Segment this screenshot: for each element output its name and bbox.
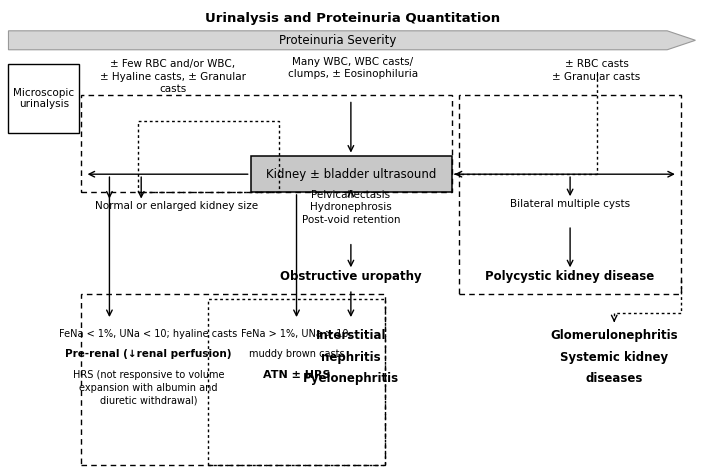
Text: HRS (not responsive to volume
expansion with albumin and
diuretic withdrawal): HRS (not responsive to volume expansion … — [73, 370, 224, 405]
Bar — [459, 95, 681, 294]
Bar — [208, 299, 385, 465]
Text: diseases: diseases — [585, 372, 643, 385]
Bar — [81, 95, 452, 192]
Text: Normal or enlarged kidney size: Normal or enlarged kidney size — [95, 201, 258, 211]
Polygon shape — [8, 31, 695, 50]
Bar — [81, 294, 385, 465]
Text: Pre-renal (↓renal perfusion): Pre-renal (↓renal perfusion) — [65, 349, 232, 359]
Text: nephritis: nephritis — [321, 351, 381, 364]
Text: ± Few RBC and/or WBC,
± Hyaline casts, ± Granular
casts: ± Few RBC and/or WBC, ± Hyaline casts, ±… — [100, 59, 246, 94]
Text: Proteinuria Severity: Proteinuria Severity — [279, 34, 397, 47]
Text: Microscopic
urinalysis: Microscopic urinalysis — [13, 88, 74, 109]
Text: Obstructive uropathy: Obstructive uropathy — [280, 270, 421, 283]
Text: Many WBC, WBC casts/
clumps, ± Eosinophiluria: Many WBC, WBC casts/ clumps, ± Eosinophi… — [288, 57, 418, 79]
Text: Bilateral multiple cysts: Bilateral multiple cysts — [510, 199, 630, 209]
Text: ± RBC casts
± Granular casts: ± RBC casts ± Granular casts — [552, 59, 641, 82]
Bar — [8, 64, 79, 133]
Bar — [251, 156, 452, 192]
Text: FeNa > 1%, UNa > 10,: FeNa > 1%, UNa > 10, — [241, 329, 352, 339]
Text: Systemic kidney: Systemic kidney — [560, 351, 669, 364]
Text: Glomerulonephritis: Glomerulonephritis — [551, 329, 678, 342]
Text: Polycystic kidney disease: Polycystic kidney disease — [486, 270, 654, 283]
Text: FeNa < 1%, UNa < 10; hyaline casts: FeNa < 1%, UNa < 10; hyaline casts — [59, 329, 237, 339]
Text: Interstitial: Interstitial — [316, 329, 386, 342]
Text: Urinalysis and Proteinuria Quantitation: Urinalysis and Proteinuria Quantitation — [205, 12, 501, 25]
Text: Kidney ± bladder ultrasound: Kidney ± bladder ultrasound — [266, 168, 436, 181]
Text: Pelvicaliectasis
Hydronephrosis
Post-void retention: Pelvicaliectasis Hydronephrosis Post-voi… — [301, 190, 400, 225]
Text: ATN ± HRS: ATN ± HRS — [263, 370, 330, 380]
Text: muddy brown casts: muddy brown casts — [249, 349, 345, 359]
Text: Pyelonephritis: Pyelonephritis — [303, 372, 399, 385]
Bar — [138, 121, 279, 192]
